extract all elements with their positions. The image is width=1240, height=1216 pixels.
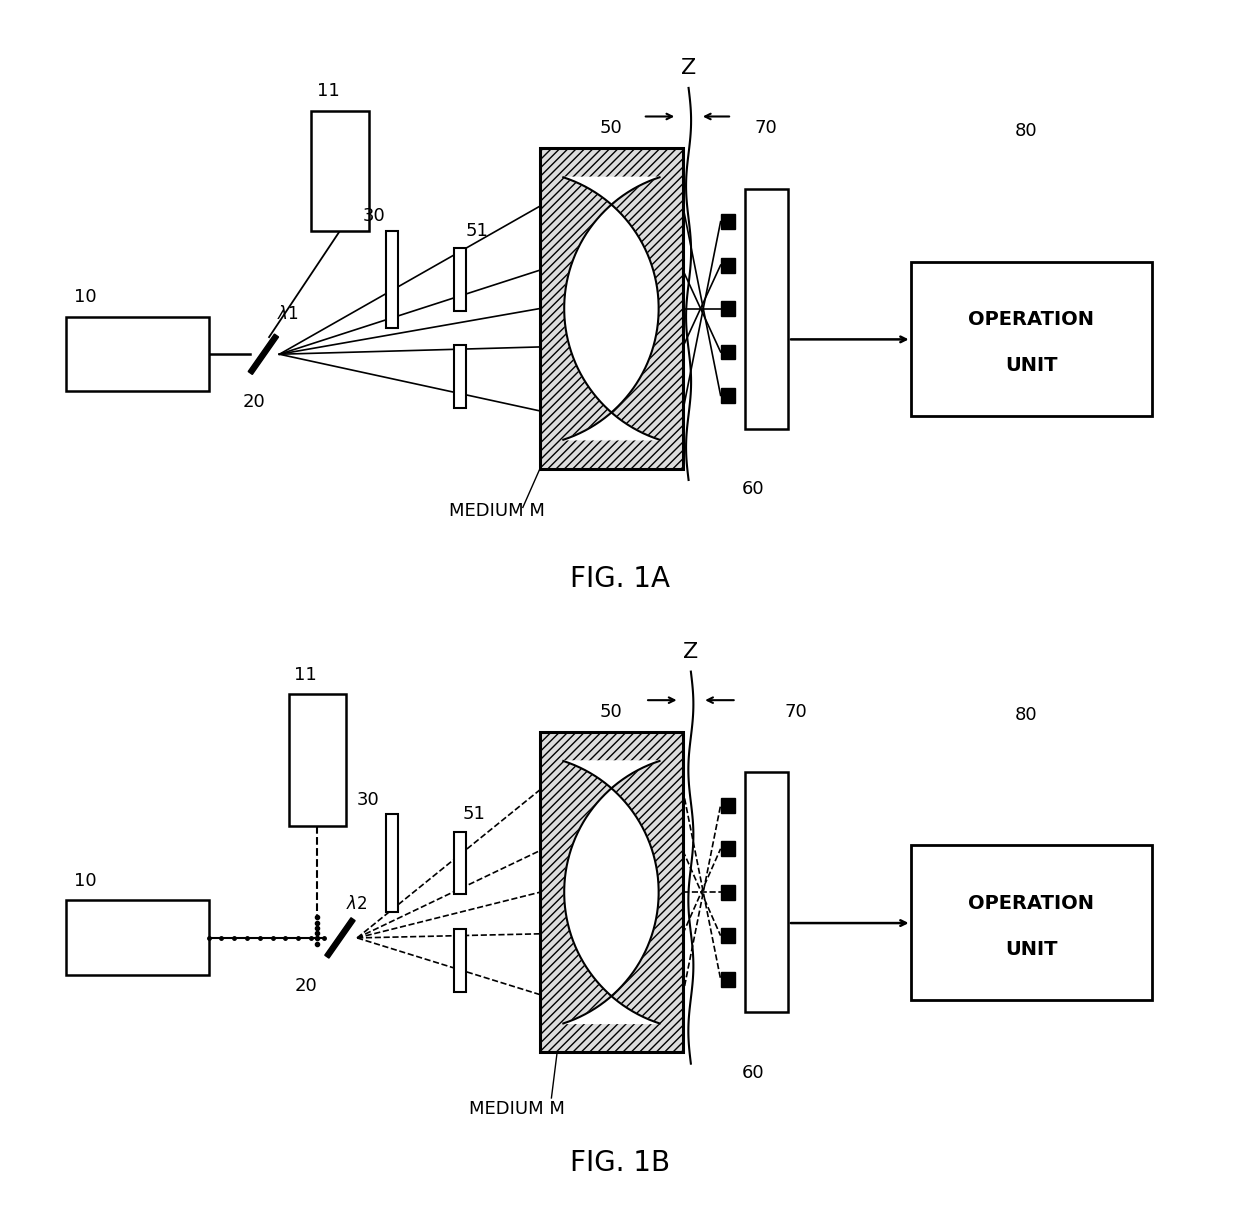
Text: OPERATION: OPERATION [968,894,1095,913]
Polygon shape [563,761,660,1024]
Bar [720,302,735,316]
Polygon shape [563,178,660,440]
Bar [539,732,683,1052]
Text: 30: 30 [363,207,386,225]
Bar [720,841,735,856]
Text: FIG. 1B: FIG. 1B [570,1149,670,1177]
Bar [311,111,368,231]
Text: Z: Z [683,642,698,663]
Text: OPERATION: OPERATION [968,310,1095,330]
Bar [454,345,466,409]
Text: 50: 50 [600,703,622,721]
Bar [454,929,466,992]
Polygon shape [248,334,279,375]
Text: 51: 51 [466,221,489,240]
Text: 70: 70 [785,703,807,721]
Text: 20: 20 [243,393,265,411]
Text: MEDIUM M: MEDIUM M [469,1100,565,1119]
Bar [744,772,789,1012]
Text: 50: 50 [600,119,622,137]
Text: 11: 11 [317,83,340,101]
Text: 10: 10 [73,288,97,306]
Bar [386,231,398,328]
Text: 10: 10 [73,872,97,890]
Text: UNIT: UNIT [1006,940,1058,959]
Bar [720,798,735,812]
Text: Z: Z [681,58,696,79]
Bar [539,148,683,468]
Bar [454,832,466,895]
Text: 30: 30 [357,790,379,809]
Bar [454,248,466,311]
Bar [720,928,735,944]
Text: 60: 60 [742,480,764,499]
Polygon shape [325,918,355,958]
Bar [911,845,1152,1000]
Text: 11: 11 [294,666,317,685]
Bar [289,694,346,826]
Text: 20: 20 [294,976,317,995]
Bar [720,214,735,229]
Text: 80: 80 [1014,706,1037,724]
Bar [720,972,735,986]
Bar [66,900,208,974]
Text: 51: 51 [463,805,485,823]
Bar [720,388,735,402]
Bar [744,188,789,428]
Text: 70: 70 [755,119,777,137]
Text: $\lambda$2: $\lambda$2 [346,895,367,913]
Bar [386,815,398,912]
Text: MEDIUM M: MEDIUM M [449,502,544,520]
Bar [720,258,735,272]
Text: 60: 60 [742,1064,764,1082]
Bar [720,344,735,360]
Bar [66,316,208,390]
Bar [720,885,735,900]
Text: 80: 80 [1014,123,1037,140]
Text: FIG. 1A: FIG. 1A [570,565,670,593]
Bar [911,261,1152,416]
Text: $\lambda$1: $\lambda$1 [277,305,299,323]
Text: UNIT: UNIT [1006,356,1058,376]
